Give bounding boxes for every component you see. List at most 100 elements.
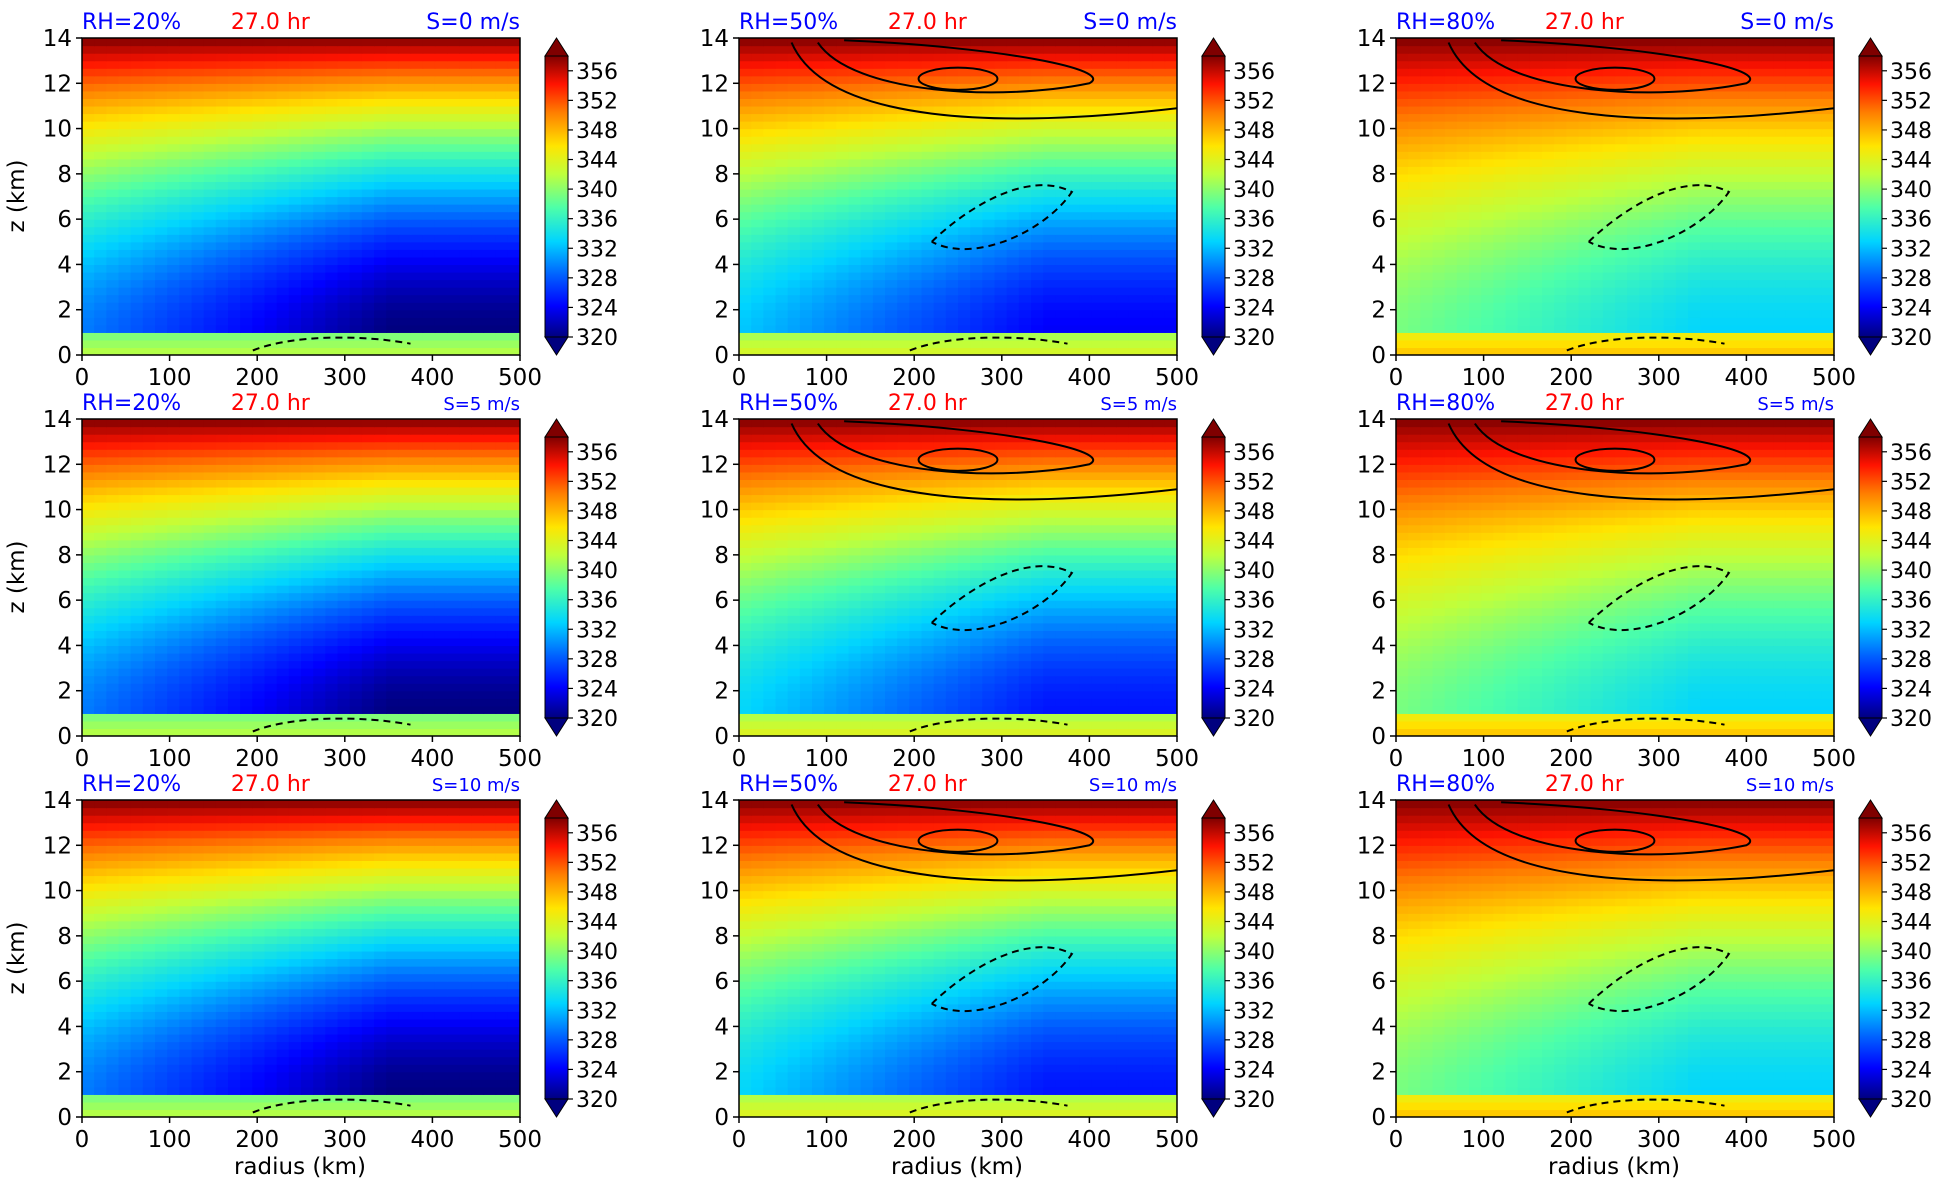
theta-cell — [1116, 151, 1129, 160]
theta-cell — [1724, 347, 1738, 355]
theta-cell — [1797, 158, 1811, 167]
theta-cell — [970, 151, 983, 160]
theta-cell — [739, 241, 752, 250]
theta-cell — [970, 60, 983, 69]
theta-cell — [1043, 234, 1056, 243]
theta-cell — [94, 158, 107, 167]
theta-cell — [228, 287, 241, 296]
theta-cell — [958, 234, 971, 243]
theta-cell — [1663, 204, 1677, 213]
theta-cell — [1043, 128, 1056, 137]
theta-cell — [1590, 196, 1604, 205]
theta-cell — [447, 38, 460, 47]
theta-cell — [982, 324, 996, 333]
theta-cell — [787, 143, 801, 152]
theta-cell — [215, 173, 229, 183]
theta-cell — [1140, 158, 1154, 167]
theta-cell — [325, 226, 339, 235]
theta-cell — [422, 68, 436, 77]
theta-cell — [1602, 90, 1616, 99]
theta-cell — [349, 105, 363, 115]
theta-cell — [982, 53, 996, 62]
theta-cell — [1164, 219, 1177, 228]
theta-cell — [483, 256, 497, 266]
theta-cell — [763, 83, 777, 92]
theta-cell — [860, 219, 874, 228]
theta-cell — [215, 309, 229, 318]
theta-cell — [1152, 68, 1166, 77]
theta-cell — [1164, 60, 1177, 69]
theta-cell — [1055, 38, 1069, 47]
theta-cell — [118, 332, 132, 341]
theta-cell — [240, 339, 253, 349]
theta-cell — [824, 211, 837, 220]
theta-cell — [82, 219, 95, 228]
theta-cell — [130, 713, 144, 722]
theta-cell — [398, 53, 412, 62]
theta-cell — [739, 83, 752, 92]
theta-cell — [459, 38, 472, 47]
y-tick-label: 8 — [714, 162, 729, 188]
theta-cell — [1079, 105, 1093, 115]
theta-cell — [447, 113, 460, 122]
theta-cell — [1091, 38, 1105, 47]
theta-cell — [1469, 68, 1482, 77]
theta-cell — [872, 219, 886, 228]
theta-cell — [1639, 279, 1653, 288]
theta-cell — [1688, 204, 1701, 213]
theta-cell — [361, 113, 375, 122]
theta-cell — [483, 38, 497, 47]
theta-cell — [82, 690, 95, 699]
theta-cell — [909, 271, 923, 281]
theta-cell — [897, 60, 910, 69]
theta-cell — [1055, 136, 1069, 145]
theta-cell — [1602, 53, 1616, 62]
theta-cell — [228, 324, 241, 333]
theta-cell — [1456, 339, 1470, 349]
theta-cell — [1736, 113, 1750, 122]
theta-cell — [252, 332, 266, 341]
theta-cell — [94, 83, 107, 92]
theta-cell — [751, 38, 764, 47]
theta-cell — [763, 181, 777, 190]
theta-cell — [349, 294, 363, 303]
theta-cell — [1651, 204, 1665, 213]
theta-cell — [1140, 196, 1154, 205]
theta-cell — [1079, 128, 1093, 137]
theta-cell — [897, 249, 910, 258]
theta-cell — [1128, 188, 1142, 198]
theta-cell — [1639, 211, 1653, 220]
theta-cell — [471, 705, 485, 714]
theta-cell — [374, 698, 387, 707]
theta-cell — [739, 143, 752, 152]
theta-cell — [1700, 60, 1713, 69]
theta-cell — [191, 317, 205, 326]
theta-cell — [240, 196, 253, 205]
theta-cell — [1724, 188, 1738, 198]
theta-cell — [1809, 121, 1823, 130]
theta-cell — [240, 309, 253, 318]
theta-cell — [422, 324, 436, 333]
theta-cell — [215, 113, 229, 122]
theta-cell — [1797, 121, 1811, 130]
theta-cell — [1688, 302, 1701, 311]
theta-cell — [313, 151, 326, 160]
theta-cell — [228, 332, 241, 341]
theta-cell — [361, 158, 375, 167]
theta-cell — [1712, 136, 1726, 145]
theta-cell — [1748, 294, 1762, 303]
theta-cell — [1773, 294, 1786, 303]
theta-cell — [240, 294, 253, 303]
theta-cell — [897, 83, 910, 92]
theta-cell — [142, 90, 156, 99]
theta-cell — [1481, 90, 1494, 99]
theta-cell — [386, 294, 399, 303]
theta-cell — [848, 264, 862, 273]
theta-cell — [1602, 113, 1616, 122]
theta-cell — [1797, 249, 1811, 258]
theta-cell — [398, 241, 412, 250]
theta-cell — [1663, 181, 1677, 190]
x-tick-label: 200 — [1549, 365, 1593, 391]
theta-cell — [130, 249, 144, 258]
theta-cell — [301, 287, 314, 296]
